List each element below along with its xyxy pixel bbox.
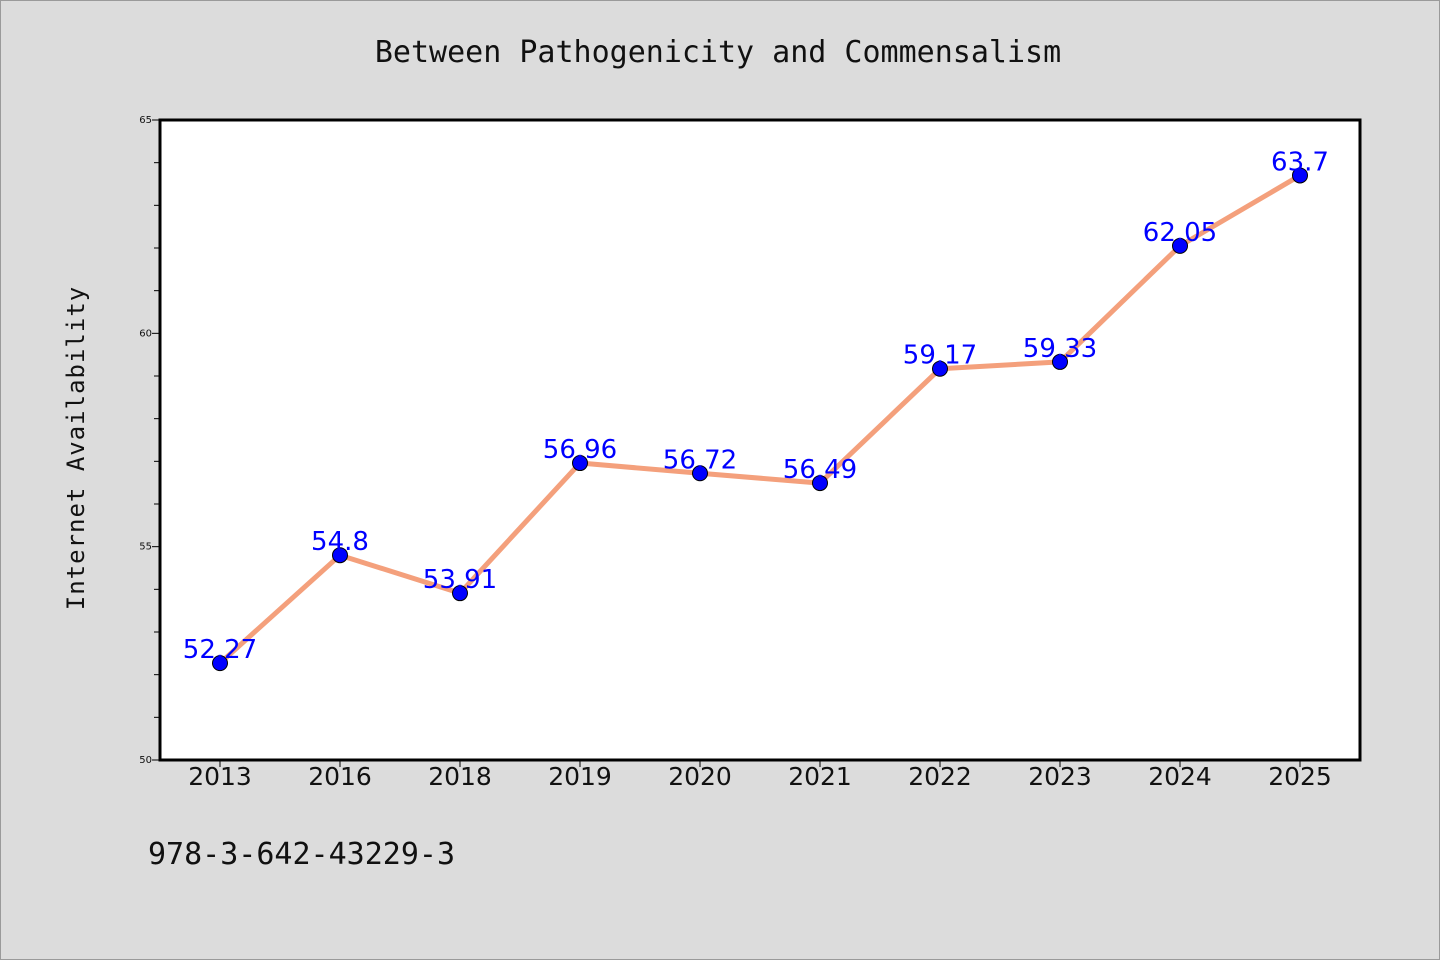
data-point-marker (452, 585, 468, 602)
x-tick-label: 2024 (1148, 762, 1212, 791)
data-label: 62.05 (1143, 218, 1217, 248)
x-tick-label: 2019 (548, 762, 612, 791)
data-point-marker (572, 455, 588, 472)
x-tick-label: 2025 (1268, 762, 1332, 791)
x-tick-label: 2022 (908, 762, 972, 791)
data-markers (212, 167, 1308, 672)
data-point-marker (812, 475, 828, 492)
data-label: 52.27 (183, 635, 257, 665)
y-tick-label: 50 (139, 755, 152, 766)
data-point-marker (932, 360, 948, 377)
data-point-marker (1052, 353, 1068, 370)
x-tick-label: 2016 (308, 762, 372, 791)
series-line (217, 172, 1303, 666)
data-point-marker (692, 465, 708, 482)
x-tick-label: 2020 (668, 762, 732, 791)
y-tick-label: 60 (139, 328, 152, 339)
data-point-marker (212, 655, 228, 672)
data-label: 56.72 (663, 445, 737, 475)
data-label: 63.7 (1271, 147, 1329, 177)
x-tick-label: 2013 (188, 762, 252, 791)
y-tick-label: 65 (139, 115, 152, 126)
x-tick-label: 2021 (788, 762, 852, 791)
data-labels: 52.27 54.8 53.91 56.96 56.72 56.49 59.17 59.33 6… (183, 147, 1329, 665)
plot-frame (158, 118, 1362, 762)
y-axis-label: Internet Availability (62, 286, 90, 610)
data-label: 53.91 (423, 565, 497, 595)
data-label: 54.8 (311, 527, 369, 557)
data-label: 56.96 (543, 435, 617, 465)
data-label: 56.49 (783, 455, 857, 485)
plot-area (160, 120, 1360, 760)
data-point-marker (332, 547, 348, 564)
data-label: 59.17 (903, 341, 977, 371)
isbn-text: 978-3-642-43229-3 (148, 837, 455, 872)
data-point-marker (1172, 237, 1188, 254)
y-tick-label: 55 (139, 542, 152, 553)
chart-title: Between Pathogenicity and Commensalism (375, 35, 1061, 70)
x-tick-label: 2018 (428, 762, 492, 791)
data-point-marker (1292, 167, 1308, 184)
x-tick-label: 2023 (1028, 762, 1092, 791)
x-axis-ticks: 2013 2016 2018 2019 2020 2021 2022 2023 2024 2025 (188, 760, 1332, 791)
data-label: 59.33 (1023, 334, 1097, 364)
